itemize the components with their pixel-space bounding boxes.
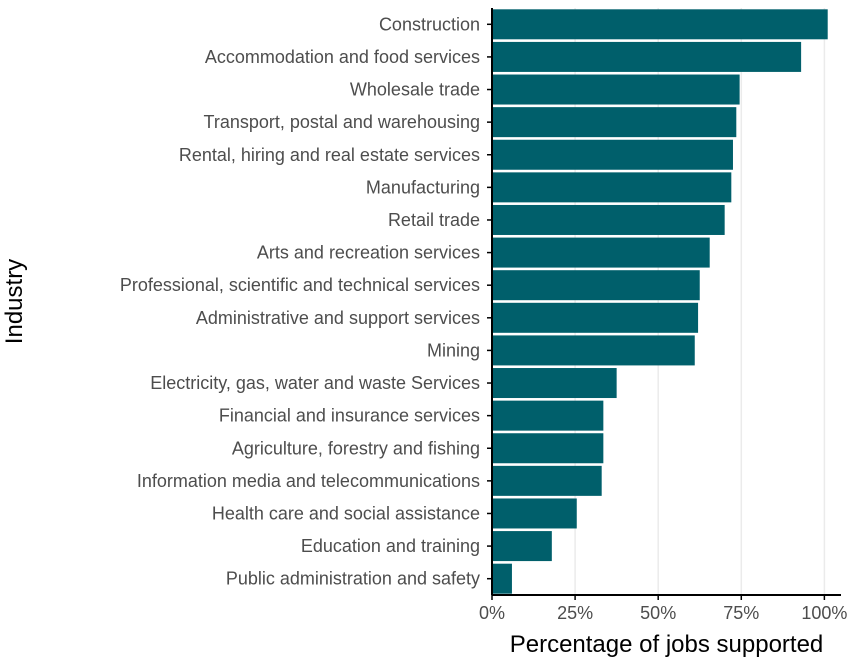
bar — [492, 237, 710, 268]
bar — [492, 139, 733, 170]
category-label: Electricity, gas, water and waste Servic… — [150, 373, 480, 393]
bar — [492, 498, 577, 529]
x-axis-title: Percentage of jobs supported — [510, 631, 824, 658]
bar — [492, 302, 699, 333]
category-label: Agriculture, forestry and fishing — [232, 438, 480, 458]
category-label: Wholesale trade — [350, 80, 480, 100]
bar — [492, 563, 512, 594]
bar-layer — [492, 9, 828, 594]
axis-layer — [491, 8, 841, 596]
category-label: Public administration and safety — [226, 569, 480, 589]
bar — [492, 335, 695, 366]
bar — [492, 107, 737, 138]
category-label: Manufacturing — [366, 177, 480, 197]
x-tick-label: 75% — [723, 603, 759, 623]
category-label: Education and training — [301, 536, 480, 556]
bar — [492, 531, 552, 562]
x-tick-label: 50% — [640, 603, 676, 623]
category-label: Transport, postal and warehousing — [204, 112, 481, 132]
bar — [492, 270, 700, 301]
category-label: Professional, scientific and technical s… — [120, 275, 480, 295]
category-label: Rental, hiring and real estate services — [179, 145, 480, 165]
x-tick-labels: 0% 25% 50% 75% 100% — [479, 595, 847, 623]
bar — [492, 204, 725, 235]
x-tick-label: 25% — [557, 603, 593, 623]
category-label: Arts and recreation services — [257, 243, 480, 263]
x-tick-label: 0% — [479, 603, 505, 623]
category-label: Information media and telecommunications — [137, 471, 480, 491]
category-labels: Construction Accommodation and food servi… — [120, 14, 492, 589]
bar — [492, 465, 602, 496]
bar — [492, 41, 802, 72]
x-tick-label: 100% — [801, 603, 847, 623]
bar — [492, 9, 828, 40]
category-label: Construction — [379, 14, 480, 34]
category-label: Accommodation and food services — [205, 47, 480, 67]
y-axis-title: Industry — [1, 259, 28, 344]
category-label: Financial and insurance services — [219, 406, 480, 426]
bar — [492, 368, 617, 399]
category-label: Administrative and support services — [196, 308, 480, 328]
category-label: Mining — [427, 340, 480, 360]
bar — [492, 433, 604, 464]
category-label: Health care and social assistance — [212, 503, 480, 523]
bar — [492, 172, 732, 203]
bar — [492, 400, 604, 431]
category-label: Retail trade — [388, 210, 480, 230]
bar — [492, 74, 740, 105]
